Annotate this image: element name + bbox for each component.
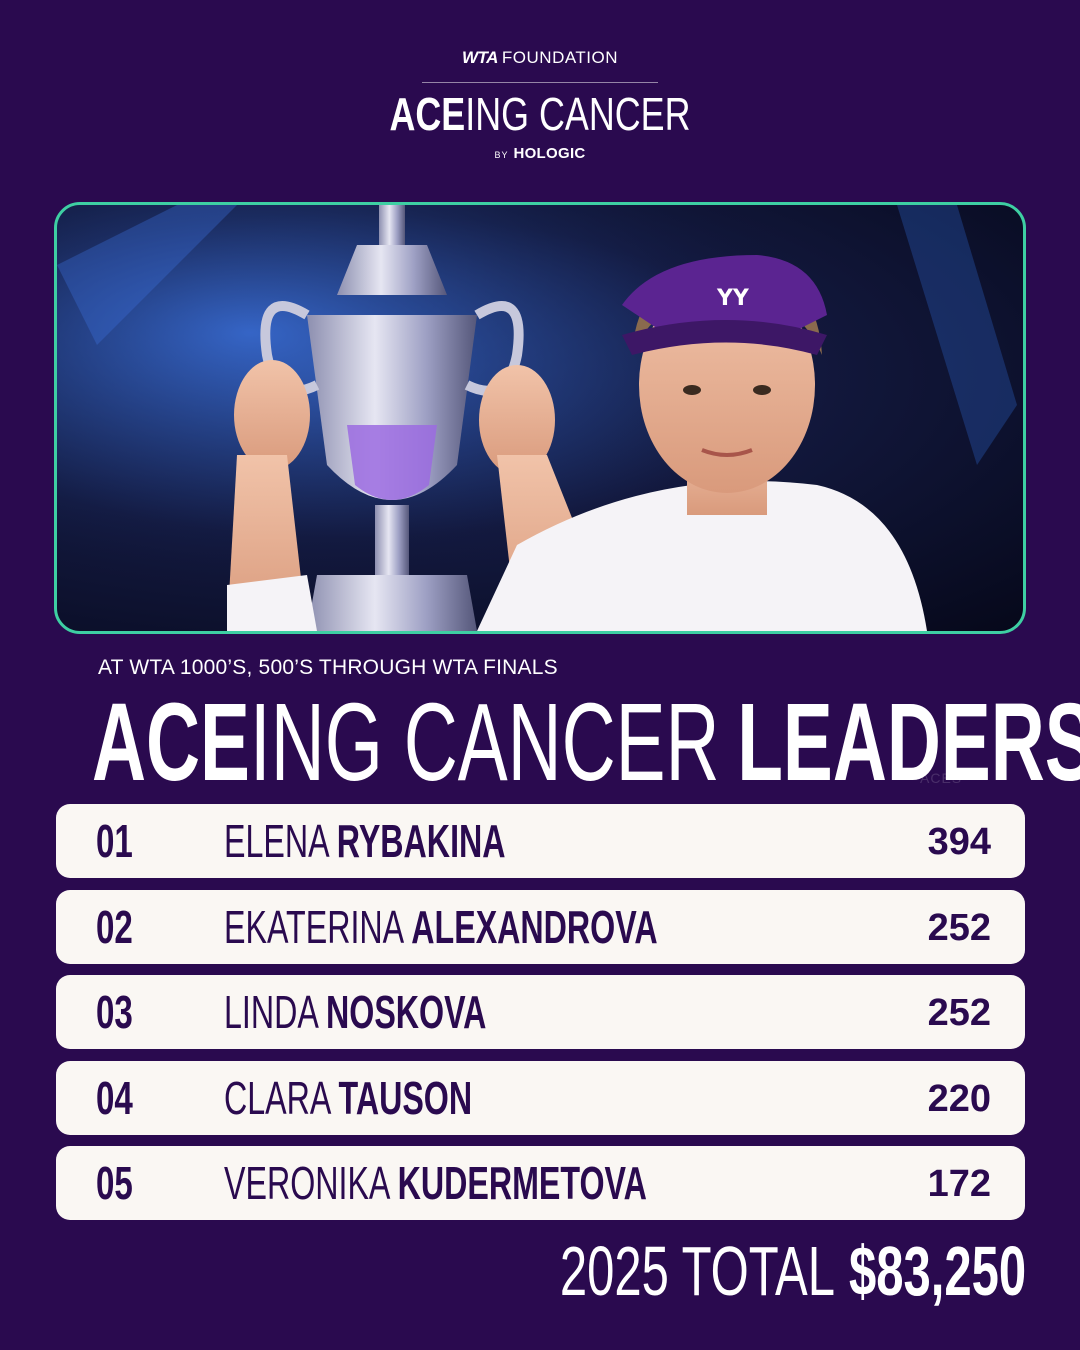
aceing-cancer-logo: ACE ING CANCER [119, 91, 961, 137]
leader-row: 01 ELENA RYBAKINA 394 [56, 804, 1025, 878]
leader-rank: 01 [96, 815, 133, 867]
column-label: ACES [920, 770, 963, 786]
leader-score: 252 [927, 906, 991, 949]
leader-name: VERONIKA KUDERMETOVA [224, 1158, 647, 1208]
leader-last-name: KUDERMETOVA [397, 1157, 647, 1209]
logo-rest: ING CANCER [465, 88, 691, 140]
leader-row: 04 CLARA TAUSON 220 [56, 1060, 1025, 1135]
title-rest: ING CANCER [249, 681, 720, 804]
hero-photo: YY [54, 202, 1026, 634]
season-total: 2025 TOTAL $83,250 [560, 1236, 1026, 1306]
leader-rank: 02 [96, 900, 133, 953]
total-label: 2025 TOTAL [559, 1232, 835, 1310]
leaders-list: 01 ELENA RYBAKINA 394 02 EKATERINA ALEXA… [56, 804, 1025, 1232]
logo-ace: ACE [389, 88, 466, 140]
leader-row: 05 VERONIKA KUDERMETOVA 172 [56, 1146, 1025, 1220]
header-divider [422, 82, 658, 83]
trophy-icon [260, 205, 524, 631]
leader-first-name: CLARA [224, 1071, 330, 1124]
total-amount: $83,250 [848, 1232, 1026, 1310]
leader-score: 252 [927, 992, 991, 1034]
leader-last-name: ALEXANDROVA [411, 900, 658, 953]
leader-last-name: RYBAKINA [336, 815, 506, 867]
header: WTA FOUNDATION ACE ING CANCER BY HOLOGIC [0, 48, 1080, 162]
leader-last-name: TAUSON [338, 1071, 473, 1124]
leader-name: EKATERINA ALEXANDROVA [224, 902, 658, 952]
leader-rank: 04 [96, 1071, 133, 1124]
leader-rank: 05 [96, 1157, 133, 1209]
leader-score: 220 [927, 1077, 991, 1120]
leader-row: 02 EKATERINA ALEXANDROVA 252 [56, 889, 1025, 964]
leader-name: LINDA NOSKOVA [224, 987, 486, 1037]
by-label: BY [494, 150, 509, 160]
leader-rank: 03 [96, 986, 133, 1038]
subtitle: AT WTA 1000’S, 500’S THROUGH WTA FINALS [98, 656, 558, 679]
leader-first-name: LINDA [224, 986, 318, 1038]
player-trophy-illustration: YY [57, 205, 1023, 631]
svg-text:YY: YY [716, 286, 750, 311]
leader-first-name: VERONIKA [224, 1157, 389, 1209]
sponsor-name: HOLOGIC [513, 145, 586, 162]
leader-score: 172 [927, 1163, 991, 1205]
leader-first-name: EKATERINA [224, 900, 403, 953]
org-mark: WTA [461, 48, 498, 67]
title-ace: ACE [92, 681, 250, 804]
leader-name: CLARA TAUSON [224, 1073, 472, 1123]
leader-last-name: NOSKOVA [326, 986, 487, 1038]
leader-name: ELENA RYBAKINA [224, 816, 506, 866]
leader-score: 394 [927, 821, 991, 863]
page-title: ACE ING CANCER LEADERS [92, 688, 1080, 798]
title-leaders: LEADERS [737, 681, 1080, 804]
wta-foundation-logo: WTA FOUNDATION [0, 48, 1080, 68]
org-word: FOUNDATION [501, 48, 619, 67]
sponsor-line: BY HOLOGIC [0, 145, 1080, 162]
leader-first-name: ELENA [224, 815, 328, 867]
leader-row: 03 LINDA NOSKOVA 252 [56, 975, 1025, 1049]
